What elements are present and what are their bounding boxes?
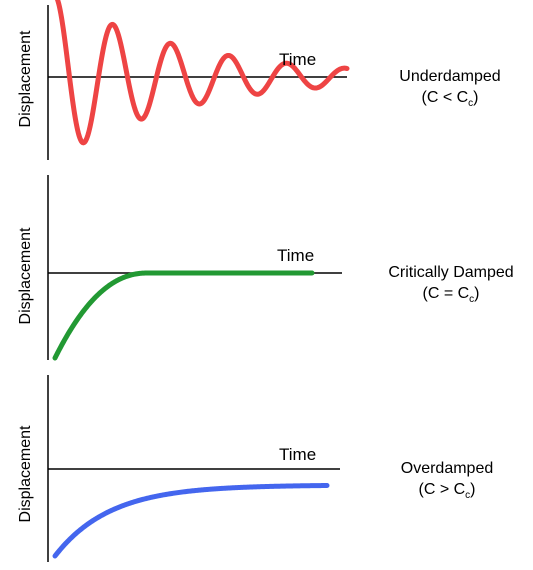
overdamped-curve bbox=[52, 483, 330, 559]
case-label: Critically Damped (C = Cc) bbox=[361, 262, 533, 310]
underdamped-curve bbox=[55, 0, 350, 146]
underdamped-panel: Displacement Time Underdamped (C < Cc) bbox=[0, 0, 533, 175]
underdamped-plot bbox=[47, 0, 350, 160]
overdamped-panel: Displacement Time Overdamped (C > Cc) bbox=[0, 370, 533, 570]
case-title: Underdamped bbox=[399, 68, 501, 85]
time-axis-label: Time bbox=[279, 445, 317, 464]
critically-damped-plot bbox=[47, 175, 342, 361]
time-axis-label: Time bbox=[277, 246, 315, 265]
time-axis-label: Time bbox=[279, 50, 317, 69]
overdamped-plot bbox=[47, 375, 340, 562]
case-condition: (C > Cc) bbox=[418, 481, 476, 502]
case-title: Overdamped bbox=[400, 460, 494, 477]
y-axis-label: Displacement bbox=[17, 30, 34, 128]
case-label: Underdamped (C < Cc) bbox=[375, 66, 525, 114]
case-label: Overdamped (C > Cc) bbox=[372, 458, 522, 506]
critically-damped-panel: Displacement Time Critically Damped (C =… bbox=[0, 175, 533, 370]
critically-damped-curve bbox=[52, 270, 315, 361]
y-axis-label: Displacement bbox=[17, 227, 34, 325]
case-condition: (C = Cc) bbox=[422, 285, 480, 306]
case-condition: (C < Cc) bbox=[421, 89, 479, 110]
case-title: Critically Damped bbox=[388, 264, 514, 281]
y-axis-label: Displacement bbox=[17, 425, 34, 523]
